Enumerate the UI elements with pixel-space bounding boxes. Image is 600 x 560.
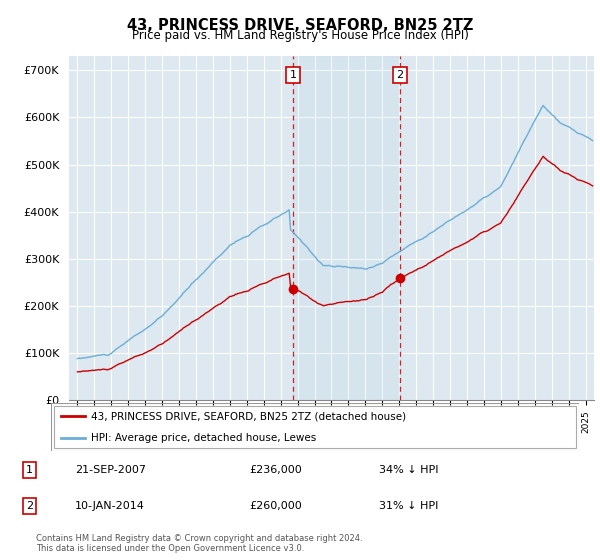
Bar [293,56,400,400]
Text: Price paid vs. HM Land Registry's House Price Index (HPI): Price paid vs. HM Land Registry's House … [131,29,469,42]
Text: £236,000: £236,000 [250,465,302,475]
Text: 2: 2 [26,501,33,511]
Text: 43, PRINCESS DRIVE, SEAFORD, BN25 2TZ: 43, PRINCESS DRIVE, SEAFORD, BN25 2TZ [127,18,473,33]
Text: 34% ↓ HPI: 34% ↓ HPI [379,465,439,475]
Text: HPI: Average price, detached house, Lewes: HPI: Average price, detached house, Lewe… [91,433,316,443]
Text: 1: 1 [289,70,296,80]
Text: 31% ↓ HPI: 31% ↓ HPI [379,501,439,511]
Text: 2: 2 [396,70,403,80]
Text: 43, PRINCESS DRIVE, SEAFORD, BN25 2TZ (detached house): 43, PRINCESS DRIVE, SEAFORD, BN25 2TZ (d… [91,411,406,421]
Text: 10-JAN-2014: 10-JAN-2014 [75,501,145,511]
FancyBboxPatch shape [53,405,577,449]
Text: Contains HM Land Registry data © Crown copyright and database right 2024.
This d: Contains HM Land Registry data © Crown c… [36,534,362,553]
Text: 21-SEP-2007: 21-SEP-2007 [75,465,146,475]
Text: £260,000: £260,000 [250,501,302,511]
Text: 1: 1 [26,465,33,475]
